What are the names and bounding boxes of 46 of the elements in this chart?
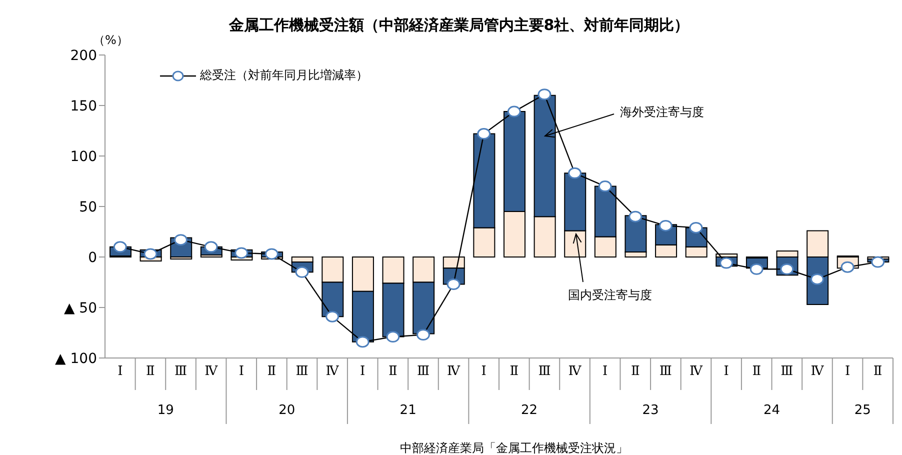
x-tick-label: Ⅳ (447, 364, 462, 380)
x-tick-label: Ⅱ (752, 364, 762, 380)
y-tick-label: ▲ 100 (55, 350, 97, 367)
x-tick-label: Ⅱ (630, 364, 640, 380)
chart-title: 金属工作機械受注額（中部経済産業局管内主要8社、対前年同期比） (228, 16, 690, 34)
text: 19 (157, 403, 174, 418)
text: 24 (763, 403, 780, 418)
y-axis-title: （%） (93, 33, 128, 47)
text: 21 (400, 403, 416, 418)
x-tick-label: Ⅰ (360, 364, 366, 380)
text: 海外受注寄与度 (620, 105, 704, 119)
text: 22 (521, 403, 538, 418)
x-tick-label: Ⅰ (844, 364, 850, 380)
x-tick-label: Ⅳ (326, 364, 340, 380)
x-tick-label: Ⅳ (204, 364, 219, 380)
x-tick-label: Ⅰ (724, 364, 729, 380)
x-tick-label: Ⅰ (118, 364, 123, 380)
x-tick-label: Ⅲ (296, 364, 308, 380)
y-tick-label: 100 (70, 148, 97, 165)
x-tick-label: Ⅳ (810, 364, 825, 380)
x-tick-label: Ⅱ (510, 364, 519, 380)
x-tick-label: Ⅰ (481, 364, 486, 380)
text: 20 (278, 403, 296, 418)
x-tick-label: Ⅲ (780, 364, 794, 380)
x-tick-label: Ⅳ (568, 364, 582, 380)
x-tick-label: Ⅲ (416, 364, 430, 380)
y-tick-label: 200 (70, 48, 97, 64)
y-tick-label: ▲ 50 (64, 300, 97, 316)
x-tick-label: Ⅳ (690, 364, 704, 380)
y-tick-label: 50 (79, 199, 97, 216)
x-tick-label: Ⅰ (238, 364, 244, 380)
x-tick-label: Ⅲ (538, 364, 551, 380)
legend-label: 総受注（対前年同月比増減率） (200, 68, 368, 82)
text: 中部経済産業局「金属工作機械受注状況」 (400, 441, 628, 455)
x-tick-label: Ⅱ (267, 364, 276, 380)
text: 国内受注寄与度 (568, 288, 652, 302)
text: 25 (854, 403, 871, 418)
y-tick-label: 150 (70, 98, 97, 114)
text: 23 (642, 403, 659, 418)
x-tick-label: Ⅲ (659, 364, 672, 380)
x-tick-label: Ⅱ (146, 364, 156, 380)
x-tick-label: Ⅱ (388, 364, 398, 380)
x-tick-label: Ⅲ (174, 364, 188, 380)
x-tick-label: Ⅰ (602, 364, 608, 380)
y-tick-label: 0 (88, 250, 97, 266)
x-tick-label: Ⅱ (873, 364, 882, 380)
